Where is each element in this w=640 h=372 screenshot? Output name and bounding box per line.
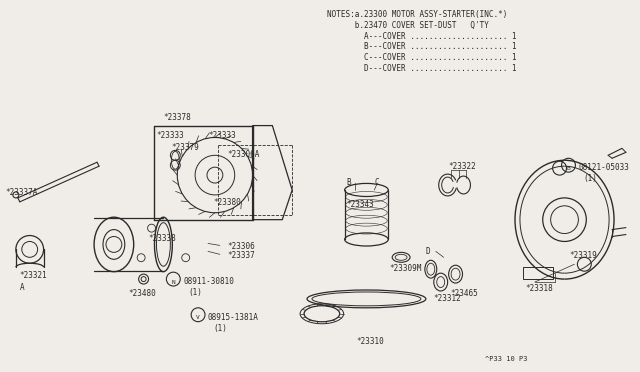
Text: *23333: *23333 [208, 131, 236, 140]
Text: ^P33 10 P3: ^P33 10 P3 [485, 356, 528, 362]
Text: *23306A: *23306A [228, 150, 260, 159]
Text: N: N [172, 280, 175, 285]
Text: *23319: *23319 [570, 251, 597, 260]
Text: *23333: *23333 [157, 131, 184, 140]
Text: B: B [566, 166, 570, 171]
Text: V: V [196, 315, 200, 320]
Text: *23480: *23480 [129, 289, 157, 298]
Text: (1): (1) [213, 324, 227, 333]
Text: A: A [20, 283, 24, 292]
Text: A---COVER ..................... 1: A---COVER ..................... 1 [327, 32, 516, 41]
Text: *23312: *23312 [434, 294, 461, 303]
Text: *23465: *23465 [451, 289, 478, 298]
Text: 08121-05033: 08121-05033 [579, 163, 629, 172]
Text: (1): (1) [188, 288, 202, 297]
Text: C: C [374, 178, 379, 187]
Text: B---COVER ..................... 1: B---COVER ..................... 1 [327, 42, 516, 51]
Text: (1): (1) [583, 174, 597, 183]
Text: *23321: *23321 [20, 271, 47, 280]
Text: *23309M: *23309M [389, 264, 422, 273]
Text: B: B [347, 178, 351, 187]
Text: *23338: *23338 [148, 234, 176, 243]
Text: *23322: *23322 [449, 162, 476, 171]
Text: D---COVER ..................... 1: D---COVER ..................... 1 [327, 64, 516, 73]
Text: C---COVER ..................... 1: C---COVER ..................... 1 [327, 53, 516, 62]
Text: *23379: *23379 [172, 144, 199, 153]
Text: *23337A: *23337A [5, 188, 37, 197]
Text: *23378: *23378 [163, 113, 191, 122]
Text: *23380: *23380 [213, 198, 241, 207]
Text: *23310: *23310 [356, 337, 384, 346]
Text: 08911-30810: 08911-30810 [183, 277, 234, 286]
Text: *23306: *23306 [228, 243, 255, 251]
Text: *23318: *23318 [525, 284, 553, 293]
Text: 08915-1381A: 08915-1381A [208, 313, 259, 322]
Text: *23337: *23337 [228, 251, 255, 260]
Text: NOTES:a.23300 MOTOR ASSY-STARTER(INC.*): NOTES:a.23300 MOTOR ASSY-STARTER(INC.*) [327, 10, 508, 19]
Text: *23343: *23343 [347, 200, 374, 209]
Text: b.23470 COVER SET-DUST   Q'TY: b.23470 COVER SET-DUST Q'TY [327, 20, 489, 30]
Text: D: D [426, 247, 431, 256]
